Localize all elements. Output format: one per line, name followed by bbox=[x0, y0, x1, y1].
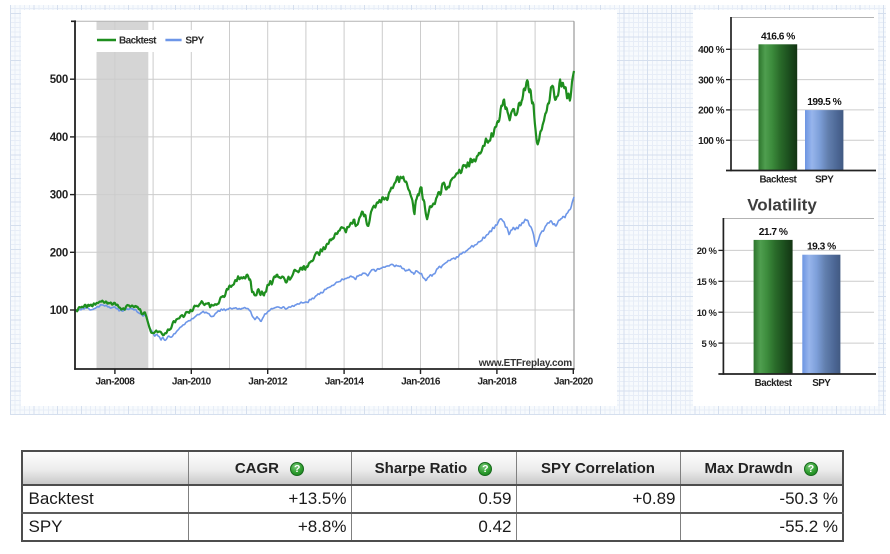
svg-text:Jan-2016: Jan-2016 bbox=[401, 377, 441, 388]
svg-text:5 %: 5 % bbox=[702, 339, 718, 350]
svg-text:300: 300 bbox=[50, 190, 68, 202]
svg-text:300 %: 300 % bbox=[698, 75, 724, 86]
svg-text:Backtest: Backtest bbox=[755, 378, 793, 389]
svg-text:21.7 %: 21.7 % bbox=[759, 227, 788, 238]
svg-text:www.ETFreplay.com: www.ETFreplay.com bbox=[478, 358, 573, 369]
svg-text:199.5 %: 199.5 % bbox=[807, 97, 841, 108]
svg-text:100: 100 bbox=[50, 305, 68, 317]
svg-text:Jan-2008: Jan-2008 bbox=[95, 377, 135, 388]
svg-text:Jan-2020: Jan-2020 bbox=[554, 377, 594, 388]
svg-text:200: 200 bbox=[50, 247, 68, 259]
svg-text:400 %: 400 % bbox=[698, 45, 724, 56]
svg-text:19.3 %: 19.3 % bbox=[807, 242, 836, 253]
svg-text:Backtest: Backtest bbox=[119, 36, 157, 47]
svg-text:SPY: SPY bbox=[812, 378, 831, 389]
svg-text:500: 500 bbox=[50, 74, 68, 86]
svg-text:Jan-2018: Jan-2018 bbox=[477, 377, 517, 388]
svg-text:Jan-2012: Jan-2012 bbox=[248, 377, 288, 388]
svg-text:20 %: 20 % bbox=[697, 246, 718, 257]
svg-text:Jan-2014: Jan-2014 bbox=[325, 377, 365, 388]
svg-text:SPY: SPY bbox=[185, 36, 204, 47]
svg-text:100 %: 100 % bbox=[698, 136, 724, 147]
svg-text:200 %: 200 % bbox=[698, 106, 724, 117]
svg-text:Backtest: Backtest bbox=[759, 175, 797, 186]
svg-text:SPY: SPY bbox=[815, 175, 834, 186]
svg-text:416.6 %: 416.6 % bbox=[761, 31, 795, 42]
svg-text:15 %: 15 % bbox=[697, 277, 718, 288]
svg-text:Jan-2010: Jan-2010 bbox=[172, 377, 212, 388]
svg-text:Volatility: Volatility bbox=[747, 196, 817, 215]
svg-text:400: 400 bbox=[50, 132, 68, 144]
svg-text:10 %: 10 % bbox=[697, 308, 718, 319]
